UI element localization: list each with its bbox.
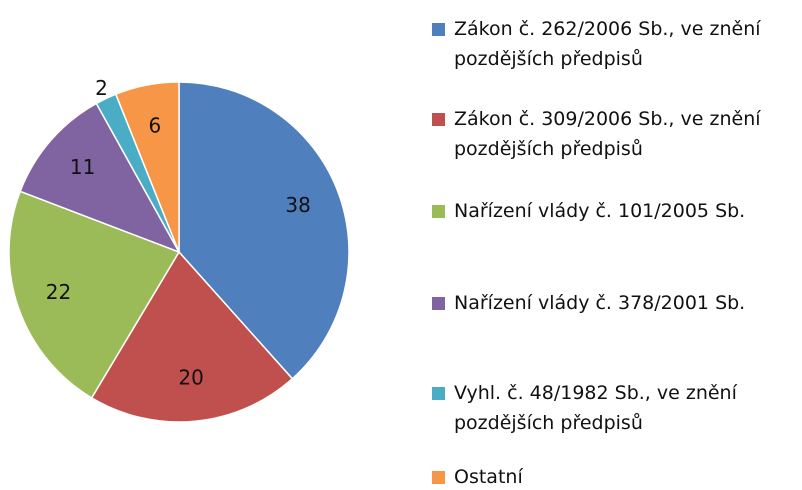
data-label: 6 [149, 113, 162, 137]
pie-slice [19, 102, 181, 254]
legend-item: Nařízení vlády č. 378/2001 Sb. [432, 288, 792, 318]
legend-swatch [432, 113, 445, 126]
pie-slice [114, 81, 180, 253]
legend-swatch [432, 471, 445, 484]
pie-slice [90, 250, 294, 423]
legend-swatch [432, 205, 445, 218]
pie-slice [8, 190, 181, 399]
legend-label: Zákon č. 262/2006 Sb., ve znění pozdější… [454, 18, 761, 70]
legend-item: Zákon č. 309/2006 Sb., ve znění pozdější… [432, 104, 792, 164]
pie-slice [178, 81, 350, 380]
data-label: 2 [95, 76, 108, 100]
data-label: 20 [178, 365, 203, 389]
legend-label: Zákon č. 309/2006 Sb., ve znění pozdější… [454, 108, 761, 160]
legend-item: Zákon č. 262/2006 Sb., ve znění pozdější… [432, 14, 792, 74]
legend-label: Vyhl. č. 48/1982 Sb., ve znění pozdějšíc… [454, 382, 737, 434]
legend-label: Ostatní [454, 466, 523, 488]
data-label: 11 [70, 155, 95, 179]
legend-swatch [432, 387, 445, 400]
legend-swatch [432, 23, 445, 36]
data-label: 38 [285, 193, 310, 217]
legend-item: Nařízení vlády č. 101/2005 Sb. [432, 196, 792, 226]
legend-item: Vyhl. č. 48/1982 Sb., ve znění pozdějšíc… [432, 378, 792, 438]
data-label: 22 [46, 280, 71, 304]
legend-label: Nařízení vlády č. 101/2005 Sb. [454, 200, 746, 222]
legend-swatch [432, 297, 445, 310]
legend-item: Ostatní [432, 462, 792, 490]
legend-label: Nařízení vlády č. 378/2001 Sb. [454, 292, 746, 314]
